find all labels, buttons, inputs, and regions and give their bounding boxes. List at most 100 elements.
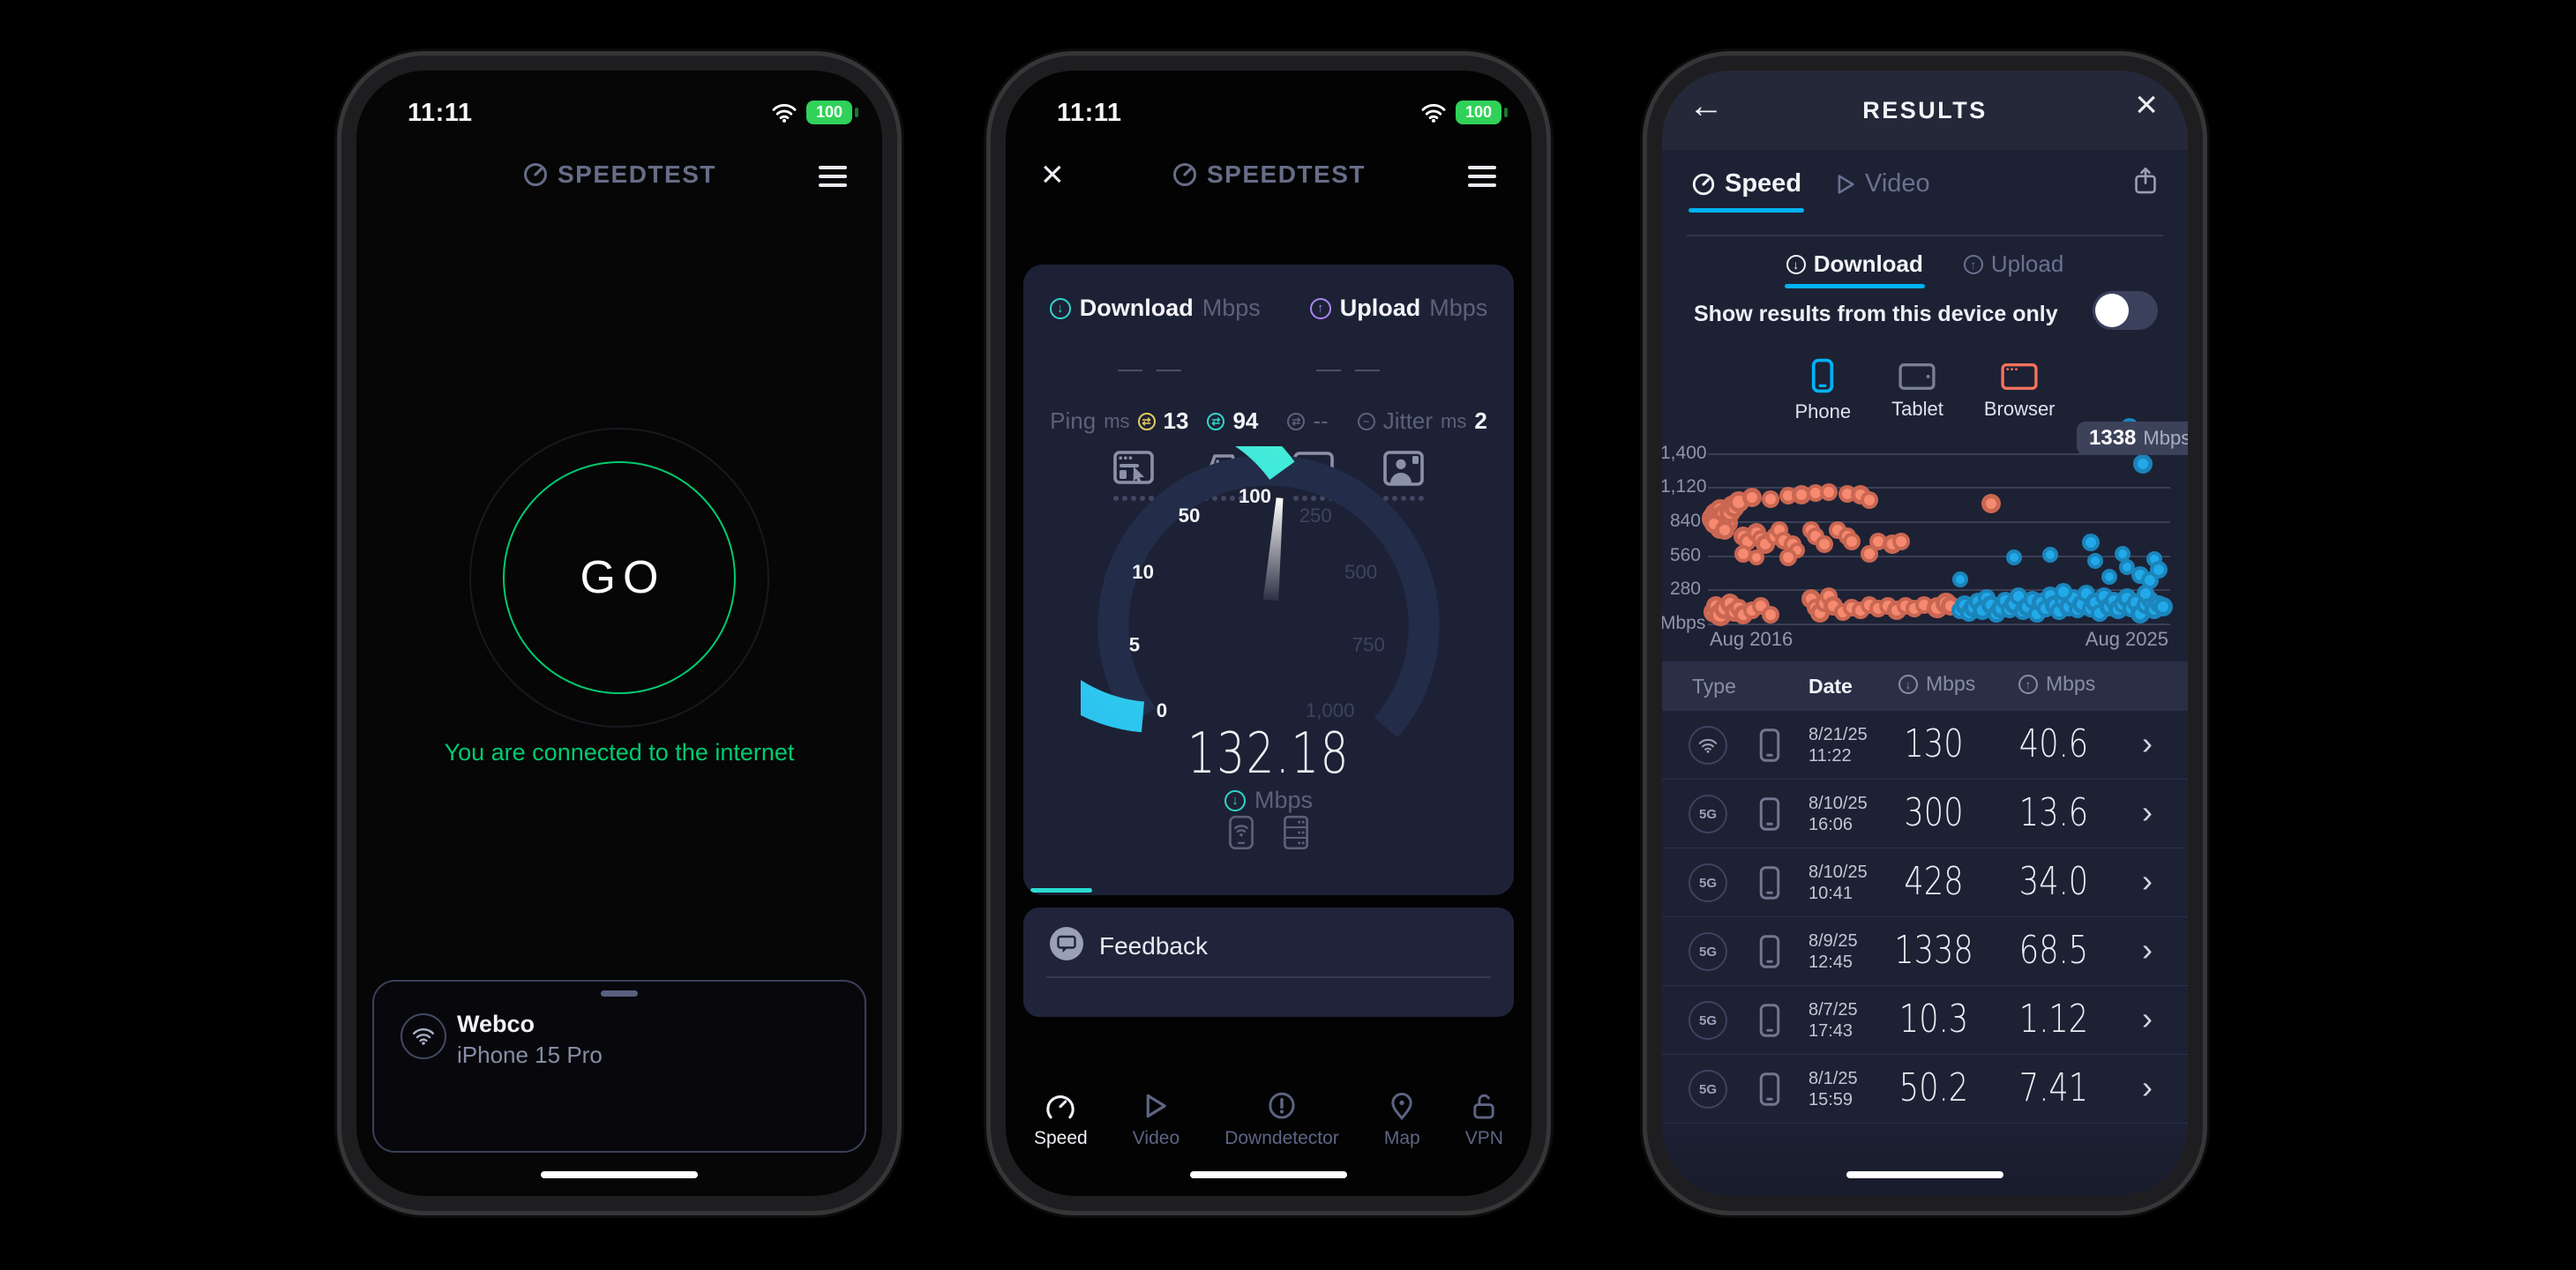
chevron-right-icon: › (2142, 725, 2153, 761)
result-row-partial[interactable] (1662, 1124, 2188, 1195)
5g-type-icon: 5G (1689, 795, 1727, 833)
back-arrow-icon[interactable]: ← (1689, 86, 1724, 125)
result-row[interactable]: 5G 8/9/25 12:45 1338 68.5 › (1662, 917, 2188, 986)
device-name: iPhone 15 Pro (457, 1042, 603, 1068)
device-only-toggle[interactable] (2093, 291, 2158, 330)
nav-speed[interactable]: Speed (1034, 1092, 1088, 1149)
filter-browser[interactable]: Browser (1984, 358, 2056, 423)
5g-type-icon: 5G (1689, 1070, 1727, 1109)
chevron-right-icon: › (2142, 1069, 2153, 1105)
tick-0: 0 (1157, 699, 1167, 721)
speedtest-logo: SPEEDTEST (522, 161, 716, 189)
go-button[interactable]: GO (503, 461, 736, 694)
col-download: ↓ Mbps (1898, 672, 1975, 696)
x-axis-end-label: Aug 2025 (2085, 628, 2168, 650)
scatter-point (2082, 534, 2100, 551)
battery-icon: 100 (806, 101, 858, 124)
phone-3-results: ← RESULTS × Speed Video ↓ Download (1662, 71, 2188, 1196)
nav-label: Speed (1034, 1128, 1088, 1148)
go-outer-ring (469, 428, 769, 728)
tab-video[interactable]: Video (1835, 169, 1930, 198)
result-row[interactable]: 8/21/25 11:22 130 40.6 › (1662, 711, 2188, 780)
result-row[interactable]: 5G 8/1/25 15:59 50.2 7.41 › (1662, 1055, 2188, 1124)
filter-label: Tablet (1891, 398, 1943, 420)
scatter-point (1861, 491, 1879, 509)
tab-speed[interactable]: Speed (1688, 169, 1805, 213)
jitter-icon: ~ (1357, 412, 1375, 430)
col-upload: ↑ Mbps (2018, 672, 2095, 696)
divider (1046, 976, 1491, 978)
y-tick-label: 1,120 (1662, 476, 1707, 497)
scatter-point (2042, 547, 2058, 564)
feedback-card[interactable]: Feedback (1023, 908, 1514, 1017)
scatter-point (1742, 487, 1763, 507)
home-indicator[interactable] (1846, 1171, 2003, 1178)
scatter-point (1892, 533, 1910, 551)
wifi-type-icon (1689, 726, 1727, 765)
network-card[interactable]: Webco iPhone 15 Pro (372, 980, 866, 1153)
home-indicator[interactable] (541, 1171, 698, 1178)
share-icon[interactable] (2132, 166, 2159, 196)
wifi-network-icon (401, 1013, 446, 1059)
download-value: 10.3 (1898, 997, 1969, 1042)
tablet-icon (1898, 358, 1936, 391)
y-tick-label: 280 (1669, 579, 1701, 599)
download-icon: ↓ (1224, 789, 1246, 811)
upload-icon: ↑ (2018, 674, 2038, 694)
gridline (1708, 521, 2170, 523)
drag-handle[interactable] (601, 990, 638, 997)
scatter-point (2100, 569, 2117, 585)
current-speed-unit-row: ↓ Mbps (1023, 787, 1514, 814)
nav-vpn[interactable]: VPN (1465, 1092, 1503, 1149)
ping-upload-value: -- (1313, 407, 1329, 434)
nav-downdetector[interactable]: Downdetector (1224, 1092, 1339, 1149)
result-row[interactable]: 5G 8/7/25 17:43 10.3 1.12 › (1662, 986, 2188, 1055)
scatter-point (2087, 552, 2104, 569)
tick-750: 750 (1352, 633, 1385, 655)
menu-button[interactable] (819, 166, 847, 187)
gridline (1708, 589, 2170, 591)
subtab-label: Upload (1990, 250, 2064, 277)
result-row[interactable]: 5G 8/10/25 16:06 300 13.6 › (1662, 780, 2188, 848)
result-date: 8/10/25 10:41 (1808, 863, 1868, 903)
scatter-point (1820, 482, 1838, 501)
vpn-lock-icon (1471, 1092, 1497, 1120)
upload-value: 1.12 (2018, 997, 2089, 1042)
chevron-right-icon: › (2142, 1000, 2153, 1036)
subtab-upload[interactable]: ↑ Upload (1963, 250, 2064, 278)
jitter-value: 2 (1474, 407, 1487, 434)
tick-250: 250 (1299, 504, 1332, 527)
connection-status: You are connected to the internet (444, 739, 795, 766)
home-indicator[interactable] (1190, 1171, 1347, 1178)
tick-100: 100 (1239, 485, 1271, 507)
tick-500: 500 (1344, 561, 1377, 583)
nav-map[interactable]: Map (1384, 1092, 1420, 1149)
ping-download-icon: ⇄ (1207, 412, 1225, 430)
scatter-point (1951, 571, 1968, 587)
nav-video[interactable]: Video (1133, 1092, 1179, 1149)
scatter-point (1981, 494, 2002, 514)
menu-button[interactable] (1468, 166, 1496, 187)
divider (1687, 235, 2163, 236)
upload-value: 68.5 (2018, 928, 2089, 973)
subtab-download[interactable]: ↓ Download (1784, 250, 1926, 288)
download-value: 1338 (1894, 928, 1973, 973)
chart-highlight-tooltip[interactable]: 1338 Mbps › (2077, 422, 2188, 455)
close-icon[interactable]: × (2135, 83, 2158, 126)
subtab-label: Download (1813, 250, 1923, 277)
filter-tablet[interactable]: Tablet (1891, 358, 1943, 423)
y-tick-label: 560 (1669, 545, 1701, 565)
server-icon (1280, 815, 1312, 850)
close-icon[interactable]: × (1041, 153, 1064, 196)
jitter-label: Jitter (1382, 407, 1434, 434)
upload-icon: ↑ (1963, 254, 1983, 274)
nav-label: Video (1132, 1128, 1180, 1148)
phone-2-speedtest-running: 11:11 100 × SPEEDTEST ↓ Download Mb (1006, 71, 1531, 1196)
test-progress-bar (1030, 888, 1092, 893)
filter-phone[interactable]: Phone (1794, 358, 1851, 423)
result-row[interactable]: 5G 8/10/25 10:41 428 34.0 › (1662, 848, 2188, 917)
network-name: Webco (457, 1011, 535, 1037)
upload-unit: Mbps (1429, 295, 1488, 321)
tick-10: 10 (1132, 561, 1154, 583)
chevron-right-icon: › (2142, 863, 2153, 899)
